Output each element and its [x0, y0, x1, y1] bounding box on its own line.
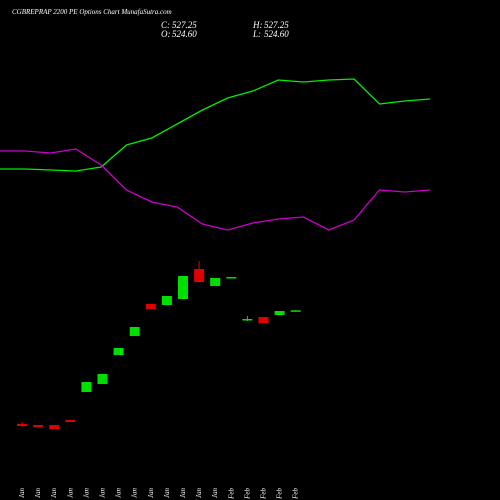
- candle-body: [81, 382, 92, 392]
- x-tick-label: 23 Jan: [179, 488, 187, 500]
- candle-body: [210, 278, 221, 286]
- x-tick-label: 29 Jan: [211, 488, 219, 500]
- candle-body: [258, 317, 269, 323]
- high-value: 527.25: [264, 20, 289, 30]
- x-tick-label: 12 Jan: [82, 488, 90, 500]
- open-value: 524.60: [172, 29, 197, 39]
- candle-body: [274, 311, 285, 315]
- candle-body: [65, 420, 76, 422]
- x-tick-label: 06 Jan: [34, 488, 42, 500]
- x-tick-label: 06 Feb: [292, 488, 300, 500]
- x-tick-label: 21 Jan: [147, 488, 155, 500]
- x-tick-label: 05 Feb: [276, 488, 284, 500]
- x-tick-label: 22 Jan: [163, 488, 171, 500]
- open-label: O:: [161, 29, 171, 39]
- x-tick-label: 04 Feb: [260, 488, 268, 500]
- candle-body: [194, 269, 205, 282]
- candle-body: [145, 304, 156, 309]
- x-tick-label: 01 Feb: [227, 488, 235, 500]
- candle-body: [178, 276, 188, 299]
- x-tick-label: 07 Jan: [50, 488, 58, 500]
- candle-body: [129, 327, 140, 336]
- candle-body: [113, 348, 124, 355]
- close-value: 527.25: [172, 20, 197, 30]
- x-tick-label: 16 Jan: [99, 488, 107, 500]
- candle-body: [33, 425, 44, 427]
- candle-body: [161, 296, 172, 305]
- close-label: C:: [161, 20, 170, 30]
- candle-body: [49, 425, 60, 429]
- candle-body: [226, 277, 237, 279]
- candle-body: [17, 424, 27, 426]
- candle-body: [290, 310, 301, 312]
- x-tick-label: 05 Jan: [18, 488, 26, 500]
- candle-body: [97, 374, 108, 384]
- chart-title: CGBREPRAP 2200 PE Options Chart MunafaSu…: [12, 8, 172, 16]
- indicator-line: [0, 78, 431, 172]
- indicator-line: [0, 148, 431, 231]
- low-value: 524.60: [264, 29, 289, 39]
- x-tick-label: 08 Jan: [66, 488, 74, 500]
- high-label: H:: [252, 20, 263, 30]
- x-tick-label: 20 Jan: [131, 488, 139, 500]
- x-tick-label: 03 Feb: [243, 488, 251, 500]
- x-tick-label: 27 Jan: [195, 488, 203, 500]
- candle-body: [242, 319, 253, 321]
- low-label: L:: [252, 29, 261, 39]
- x-tick-label: 19 Jan: [115, 488, 123, 500]
